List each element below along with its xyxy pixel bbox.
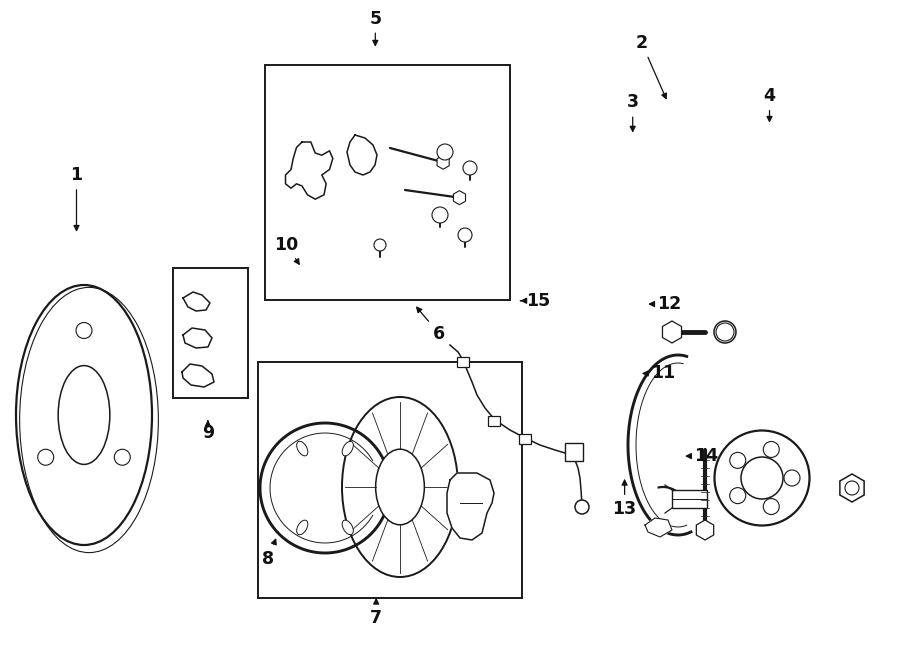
Circle shape xyxy=(114,449,130,465)
Circle shape xyxy=(437,144,453,160)
Ellipse shape xyxy=(375,449,425,525)
Bar xyxy=(258,362,522,598)
Polygon shape xyxy=(645,518,672,537)
Ellipse shape xyxy=(342,442,354,456)
Ellipse shape xyxy=(297,442,308,456)
Text: 14: 14 xyxy=(687,447,718,465)
Circle shape xyxy=(763,498,779,514)
Bar xyxy=(519,434,531,444)
Circle shape xyxy=(458,228,472,242)
Bar xyxy=(488,416,500,426)
Bar xyxy=(173,268,248,398)
Circle shape xyxy=(463,161,477,175)
Text: 10: 10 xyxy=(274,235,299,264)
Ellipse shape xyxy=(715,430,809,525)
Text: 11: 11 xyxy=(644,364,675,383)
Text: 9: 9 xyxy=(202,421,214,442)
Ellipse shape xyxy=(741,457,783,499)
Ellipse shape xyxy=(575,500,589,514)
Text: 15: 15 xyxy=(520,292,550,310)
Ellipse shape xyxy=(342,397,458,577)
Polygon shape xyxy=(285,142,333,199)
Text: 8: 8 xyxy=(262,539,276,568)
Text: 7: 7 xyxy=(370,599,382,627)
Circle shape xyxy=(432,207,448,223)
Circle shape xyxy=(784,470,800,486)
Circle shape xyxy=(730,452,746,469)
Ellipse shape xyxy=(16,285,152,545)
Bar xyxy=(672,490,707,508)
Bar xyxy=(565,443,583,461)
Text: 3: 3 xyxy=(626,93,639,132)
Text: 4: 4 xyxy=(763,87,776,122)
Circle shape xyxy=(374,239,386,251)
Text: 6: 6 xyxy=(417,307,446,343)
Polygon shape xyxy=(447,473,494,540)
Circle shape xyxy=(38,449,54,465)
Ellipse shape xyxy=(297,520,308,535)
Circle shape xyxy=(763,442,779,457)
Circle shape xyxy=(76,323,92,338)
Text: 5: 5 xyxy=(369,9,382,46)
Text: 12: 12 xyxy=(650,295,681,313)
Ellipse shape xyxy=(714,321,736,343)
Polygon shape xyxy=(347,135,377,175)
Text: 13: 13 xyxy=(613,480,636,518)
Ellipse shape xyxy=(342,520,354,535)
Bar xyxy=(265,65,510,300)
Text: 1: 1 xyxy=(70,166,83,231)
Text: 2: 2 xyxy=(635,34,666,98)
Bar xyxy=(457,357,469,367)
Circle shape xyxy=(730,488,746,504)
